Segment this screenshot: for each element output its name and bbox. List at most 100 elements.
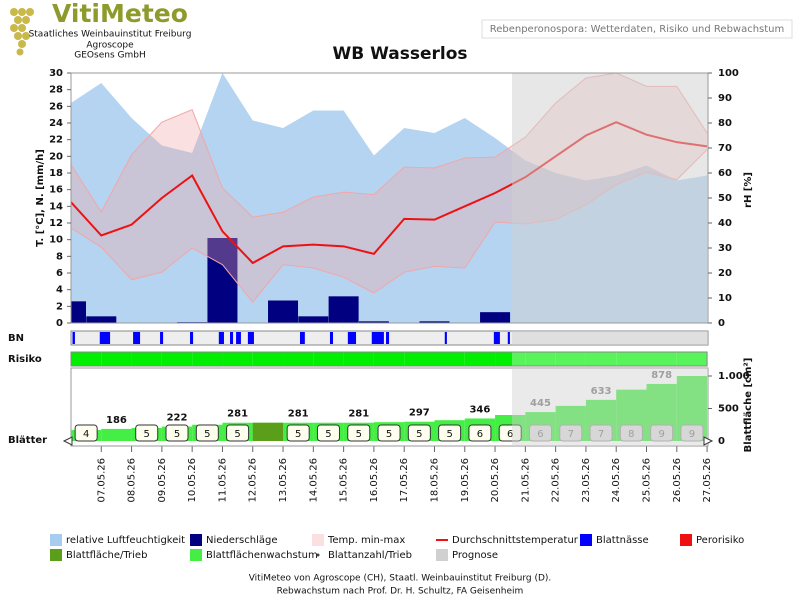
y-tick-label: 0 — [56, 318, 63, 329]
logo-grapes — [10, 8, 34, 56]
legend-label: Blattfläche/Trieb — [66, 550, 147, 561]
leaf-value-label: 281 — [348, 409, 369, 420]
forecast-area — [512, 368, 708, 446]
risk-cell — [525, 352, 556, 366]
x-tick-label: 11.05.26 — [217, 458, 228, 503]
leaf-value-label: 445 — [530, 398, 551, 409]
risk-cell — [616, 352, 647, 366]
risk-cell — [101, 352, 132, 366]
x-tick-label: 22.05.26 — [551, 458, 562, 503]
legend-label: Prognose — [452, 550, 498, 561]
risk-cell — [646, 352, 677, 366]
risk-cell — [404, 352, 435, 366]
legend-label: Blattflächenwachstum — [206, 550, 318, 561]
precip-bar — [419, 321, 450, 323]
legend-swatch — [190, 534, 202, 546]
leaf-value-label: 281 — [288, 409, 309, 420]
leaf-tick-label: 0 — [718, 436, 725, 447]
y-tick-label: 28 — [49, 85, 63, 96]
legend-label: Durchschnittstemperatur — [452, 535, 579, 546]
y2-tick-label: 0 — [718, 318, 725, 329]
chart-title: WB Wasserlos — [332, 44, 467, 64]
leaf-count: 4 — [83, 429, 89, 440]
leaf-count-box — [650, 424, 674, 442]
x-tick-label: 17.05.26 — [399, 458, 410, 503]
legend-label: Temp. min-max — [327, 535, 405, 546]
precip-bar — [86, 316, 117, 323]
leaf-count-box — [589, 424, 613, 442]
x-tick-label: 07.05.26 — [96, 458, 107, 503]
leaf-count: 9 — [689, 429, 695, 440]
leaf-count: 5 — [446, 429, 452, 440]
wetness-mark — [218, 332, 224, 344]
wetness-mark — [371, 332, 384, 344]
legend-label: Blattanzahl/Trieb — [328, 550, 412, 561]
risk-cell — [222, 352, 253, 366]
leaf-value-label: 281 — [227, 409, 248, 420]
y-tick-label: 10 — [49, 235, 63, 246]
y-tick-label: 20 — [49, 151, 63, 162]
leaf-count: 6 — [537, 429, 543, 440]
risk-cell — [585, 352, 617, 366]
precip-bar — [268, 300, 299, 323]
risk-cell — [676, 352, 708, 366]
row-label: Risiko — [8, 354, 42, 365]
leaf-value-label: 346 — [469, 405, 490, 416]
risk-cell — [161, 352, 193, 366]
leaf-count-box — [135, 424, 159, 442]
y-tick-label: 30 — [49, 68, 63, 79]
leaf-count: 5 — [295, 429, 301, 440]
x-tick-label: 15.05.26 — [339, 458, 350, 503]
wetness-mark — [347, 332, 357, 344]
wetness-mark — [507, 332, 510, 344]
wetness-mark — [329, 332, 334, 344]
leaf-count-box — [680, 424, 704, 442]
y2-tick-label: 30 — [718, 243, 732, 254]
y2-tick-label: 60 — [718, 168, 732, 179]
x-tick-label: 20.05.26 — [490, 458, 501, 503]
risk-cell — [313, 352, 344, 366]
y-tick-label: 12 — [49, 218, 63, 229]
wetness-mark — [72, 332, 75, 344]
legend-swatch — [312, 534, 324, 546]
wetness-mark — [444, 332, 447, 344]
leaf-count-box — [468, 424, 492, 442]
legend-label: Niederschläge — [206, 535, 277, 546]
leaf-axis-label: Blattfläche [cm²] — [743, 358, 754, 453]
y-tick-label: 16 — [49, 185, 63, 196]
y-tick-label: 6 — [56, 268, 63, 279]
leaf-growth — [101, 428, 132, 441]
forecast-area — [512, 331, 708, 345]
forecast-area — [512, 352, 708, 366]
leaf-count-box — [407, 424, 431, 442]
risk-cell — [283, 352, 314, 366]
y2-tick-label: 100 — [718, 68, 739, 79]
leaf-count-box — [316, 424, 340, 442]
arrow — [62, 436, 73, 446]
risk-cell — [555, 352, 586, 366]
leaf-count: 5 — [174, 429, 180, 440]
x-tick-label: 12.05.26 — [248, 458, 259, 503]
wetness-mark — [133, 332, 141, 344]
leaf-tick-label: 500 — [718, 404, 739, 415]
risk-cell — [131, 352, 162, 366]
row-label: Blätter — [8, 435, 47, 446]
y-tick-label: 24 — [49, 118, 63, 129]
leaf-count: 8 — [628, 429, 634, 440]
precip-bar — [480, 312, 511, 323]
leaf-area — [252, 422, 284, 441]
y2-tick-label: 20 — [718, 268, 732, 279]
y-tick-label: 4 — [56, 285, 63, 296]
wetness-mark — [299, 332, 305, 344]
legend-label: Perorisiko — [696, 535, 744, 546]
y-tick-label: 18 — [49, 168, 63, 179]
x-tick-label: 19.05.26 — [460, 458, 471, 503]
leaf-count: 5 — [416, 429, 422, 440]
leaf-value-label: 633 — [591, 386, 612, 397]
footer: Rebwachstum nach Prof. Dr. H. Schultz, F… — [277, 587, 524, 597]
leaf-value-label: 186 — [106, 415, 127, 426]
x-tick-label: 24.05.26 — [611, 458, 622, 503]
x-tick-label: 08.05.26 — [127, 458, 138, 503]
leaf-count-box — [528, 424, 552, 442]
